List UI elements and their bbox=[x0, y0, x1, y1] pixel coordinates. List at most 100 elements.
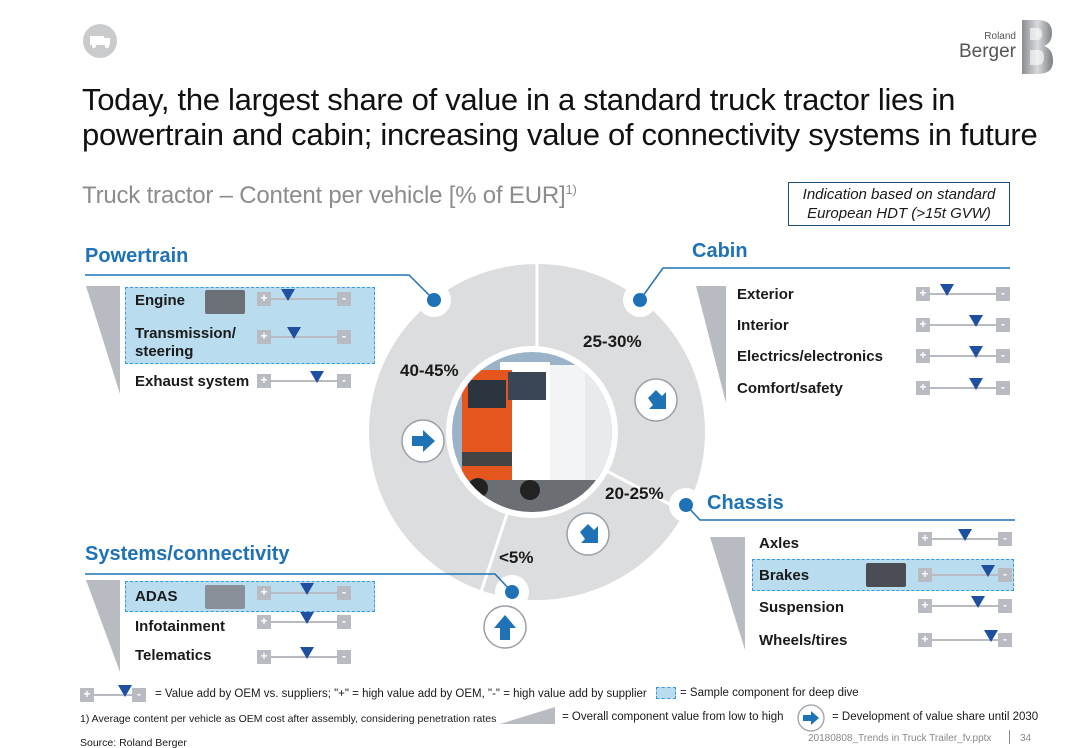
item-transmission-line-1: Transmission/ bbox=[135, 325, 236, 342]
page-number: 34 bbox=[1020, 733, 1032, 744]
legend-arrow-text: = Development of value share until 2030 bbox=[832, 711, 1039, 723]
slider-track bbox=[932, 605, 998, 607]
powertrain-value-wedge bbox=[86, 286, 120, 394]
systems-slider-1: + - bbox=[257, 583, 351, 600]
plus-box: + bbox=[257, 650, 271, 664]
indication-line-1: Indication based on standard bbox=[802, 186, 996, 203]
item-electrics-electronics: Electrics/electronics bbox=[737, 348, 883, 365]
indication-box: Indication based on standard European HD… bbox=[788, 182, 1010, 226]
cabin-slider-3: + - bbox=[916, 346, 1010, 363]
slider-track bbox=[932, 574, 998, 576]
value-add-marker bbox=[118, 685, 132, 697]
truck-photo bbox=[452, 352, 612, 512]
plus-box: + bbox=[916, 381, 930, 395]
minus-box: - bbox=[998, 633, 1012, 647]
chassis-slider-2: + - bbox=[918, 565, 1012, 582]
legend-slider-icon: + - bbox=[80, 685, 146, 702]
item-interior: Interior bbox=[737, 317, 789, 334]
item-exterior: Exterior bbox=[737, 286, 794, 303]
systems-connector bbox=[85, 573, 513, 593]
item-transmission: Transmission/ steering bbox=[135, 325, 236, 361]
plus-box: + bbox=[916, 287, 930, 301]
legend-wedge-text: = Overall component value from low to hi… bbox=[562, 711, 784, 723]
slider-track bbox=[930, 387, 996, 389]
page-subtitle: Truck tractor – Content per vehicle [% o… bbox=[82, 182, 577, 210]
logo-big-text: Berger bbox=[958, 41, 1016, 62]
plus-box: + bbox=[80, 688, 94, 702]
systems-slider-2: + - bbox=[257, 612, 351, 629]
minus-box: - bbox=[337, 615, 351, 629]
file-name: 20180808_Trends in Truck Trailer_fv.pptx bbox=[808, 733, 992, 744]
chassis-connector bbox=[685, 504, 1015, 521]
value-add-marker bbox=[300, 612, 315, 624]
roland-berger-b-logo bbox=[1020, 18, 1054, 76]
minus-box: - bbox=[132, 688, 146, 702]
value-add-marker bbox=[981, 565, 996, 577]
powertrain-slider-2: + - bbox=[257, 327, 351, 344]
plus-box: + bbox=[257, 374, 271, 388]
chassis-arrow-down-right-icon bbox=[566, 512, 610, 556]
legend-wedge-icon bbox=[500, 707, 555, 724]
value-add-marker bbox=[971, 596, 986, 608]
share-powertrain: 40-45% bbox=[400, 361, 459, 380]
slider-track bbox=[930, 324, 996, 326]
minus-box: - bbox=[998, 599, 1012, 613]
title-line-2: powertrain and cabin; increasing value o… bbox=[82, 117, 1038, 152]
item-transmission-line-2: steering bbox=[135, 343, 194, 360]
share-systems: <5% bbox=[499, 548, 534, 567]
powertrain-arrow-right-icon bbox=[401, 419, 445, 463]
slider-track bbox=[271, 298, 337, 300]
subtitle-footnote-ref: 1) bbox=[565, 182, 577, 197]
item-comfort-safety: Comfort/safety bbox=[737, 380, 843, 397]
item-exhaust-system: Exhaust system bbox=[135, 373, 250, 390]
value-add-marker bbox=[939, 284, 954, 296]
systems-slider-3: + - bbox=[257, 647, 351, 664]
legend-slider-text: = Value add by OEM vs. suppliers; "+" = … bbox=[155, 688, 647, 700]
truck-icon bbox=[83, 24, 117, 58]
plus-box: + bbox=[257, 292, 271, 306]
subtitle-text: Truck tractor – Content per vehicle [% o… bbox=[82, 182, 566, 209]
minus-box: - bbox=[996, 381, 1010, 395]
minus-box: - bbox=[998, 532, 1012, 546]
section-title-chassis: Chassis bbox=[707, 492, 784, 514]
powertrain-slider-3: + - bbox=[257, 371, 351, 388]
share-cabin: 25-30% bbox=[583, 332, 642, 351]
section-title-systems: Systems/connectivity bbox=[85, 543, 290, 565]
cabin-slider-4: + - bbox=[916, 378, 1010, 395]
legend-deep-dive-swatch bbox=[656, 687, 676, 699]
plus-box: + bbox=[918, 633, 932, 647]
source-text: Source: Roland Berger bbox=[80, 737, 187, 748]
value-add-marker bbox=[969, 315, 984, 327]
item-axles: Axles bbox=[759, 535, 800, 552]
cabin-slider-1: + - bbox=[916, 284, 1010, 301]
value-add-marker bbox=[958, 529, 972, 541]
deep-dive-highlight-adas bbox=[125, 581, 375, 612]
minus-box: - bbox=[996, 349, 1010, 363]
value-add-marker bbox=[969, 346, 984, 358]
value-add-marker bbox=[300, 647, 315, 659]
brakes-photo-icon bbox=[866, 563, 906, 587]
systems-arrow-up-icon bbox=[483, 605, 527, 649]
slider-track bbox=[271, 380, 337, 382]
minus-box: - bbox=[337, 292, 351, 306]
item-suspension: Suspension bbox=[759, 599, 845, 616]
cabin-value-wedge bbox=[696, 286, 726, 403]
plus-box: + bbox=[257, 586, 271, 600]
systems-value-wedge bbox=[86, 580, 120, 672]
plus-box: + bbox=[916, 349, 930, 363]
minus-box: - bbox=[337, 330, 351, 344]
indication-line-2: European HDT (>15t GVW) bbox=[807, 205, 991, 222]
plus-box: + bbox=[918, 599, 932, 613]
roland-berger-logo-text: Roland Berger bbox=[959, 32, 1016, 62]
item-adas: ADAS bbox=[135, 588, 178, 605]
plus-box: + bbox=[257, 330, 271, 344]
powertrain-slider-1: + - bbox=[257, 289, 351, 306]
page-title: Today, the largest share of value in a s… bbox=[82, 82, 1052, 152]
engine-photo-icon bbox=[205, 290, 245, 314]
slider-track bbox=[94, 694, 132, 696]
footer-divider bbox=[1009, 730, 1010, 744]
title-line-1: Today, the largest share of value in a s… bbox=[82, 82, 956, 117]
minus-box: - bbox=[337, 374, 351, 388]
minus-box: - bbox=[996, 318, 1010, 332]
